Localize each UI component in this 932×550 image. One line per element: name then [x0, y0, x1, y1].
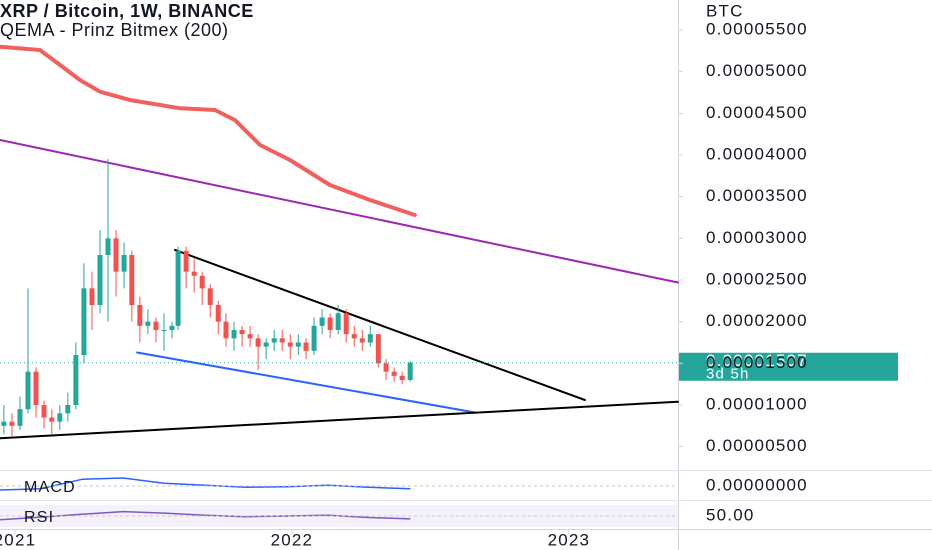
candle-body	[311, 325, 317, 351]
candle-body	[327, 317, 333, 330]
candle-body	[367, 334, 373, 343]
candle-body	[153, 321, 159, 330]
trendline	[0, 400, 679, 440]
candle-body	[191, 271, 197, 276]
y-tick-label: 50.00	[706, 505, 755, 524]
candle-body	[271, 338, 277, 343]
price-tag-countdown: 3d 5h	[706, 366, 750, 383]
trendline	[174, 249, 586, 401]
y-tick-label: 0.00004000	[706, 144, 808, 163]
y-axis-label: BTC	[706, 1, 744, 20]
candle-body	[303, 342, 309, 351]
trendline	[136, 351, 476, 414]
candle-body	[169, 325, 175, 330]
candle-body	[145, 321, 151, 326]
x-tick-label: 2022	[271, 530, 314, 549]
candle-body	[9, 421, 15, 426]
candle-body	[391, 371, 397, 376]
y-tick-label: 0.00002000	[706, 311, 808, 330]
x-tick-label: 2021	[0, 530, 36, 549]
candle-body	[263, 342, 269, 347]
candle-body	[351, 334, 357, 339]
candle-body	[97, 255, 103, 305]
candle-body	[295, 342, 301, 347]
x-tick-label: 2023	[548, 530, 591, 549]
pane-line	[0, 510, 411, 521]
candle-body	[137, 305, 143, 326]
candle-body	[161, 330, 167, 331]
candle-body	[105, 238, 111, 255]
candle-body	[231, 330, 237, 339]
candle-body	[247, 334, 253, 339]
indicator-name: QEMA - Prinz Bitmex (200)	[0, 20, 229, 40]
candle-body	[57, 413, 63, 422]
candle-body	[25, 371, 31, 410]
candle-body	[113, 238, 119, 272]
chart-title: XRP / Bitcoin, 1W, BINANCE	[0, 1, 254, 21]
candle-body	[89, 288, 95, 305]
candle-body	[255, 338, 261, 347]
candle-body	[65, 405, 71, 414]
y-tick-label: 0.00005500	[706, 19, 808, 38]
candle-body	[287, 342, 293, 347]
candle-body	[359, 338, 365, 343]
candle-body	[199, 275, 205, 289]
candle-body	[121, 255, 127, 272]
candle-body	[183, 250, 189, 272]
candle-body	[399, 375, 405, 380]
candle-body	[1, 421, 7, 426]
candle-body	[175, 250, 181, 326]
candle-body	[207, 288, 213, 305]
candle-body	[129, 255, 135, 305]
candle-body	[33, 371, 39, 405]
y-tick-label: 0.00003000	[706, 228, 808, 247]
candle-body	[383, 363, 389, 372]
candle-body	[223, 321, 229, 339]
candle-body	[239, 330, 245, 335]
candle-body	[335, 313, 341, 330]
trendline	[0, 139, 679, 284]
pane-name: MACD	[24, 479, 76, 496]
candle-body	[73, 355, 79, 405]
candle-body	[215, 305, 221, 322]
candle-body	[81, 288, 87, 355]
y-tick-label: 0.00005000	[706, 61, 808, 80]
candle-body	[49, 417, 55, 422]
candle-body	[41, 405, 47, 418]
y-tick-label: 0.00001000	[706, 394, 808, 413]
y-tick-label: 0.00004500	[706, 103, 808, 122]
price-tag-value: 0.00001507	[706, 351, 808, 370]
y-tick-label: 0.00001500	[706, 353, 808, 372]
indicator-line	[0, 44, 417, 217]
y-tick-label: 0.00000500	[706, 436, 808, 455]
candle-body	[319, 317, 325, 326]
y-tick-label: 0.00003500	[706, 186, 808, 205]
candle-body	[279, 338, 285, 343]
price-tag	[679, 352, 898, 381]
candle-body	[17, 409, 23, 426]
candle-body	[343, 313, 349, 335]
y-tick-label: 0.00000000	[706, 475, 808, 494]
pane-line	[0, 477, 411, 491]
y-tick-label: 0.00002500	[706, 269, 808, 288]
candle-body	[375, 334, 381, 364]
candle-body	[407, 362, 413, 380]
pane-name: RSI	[24, 509, 54, 526]
